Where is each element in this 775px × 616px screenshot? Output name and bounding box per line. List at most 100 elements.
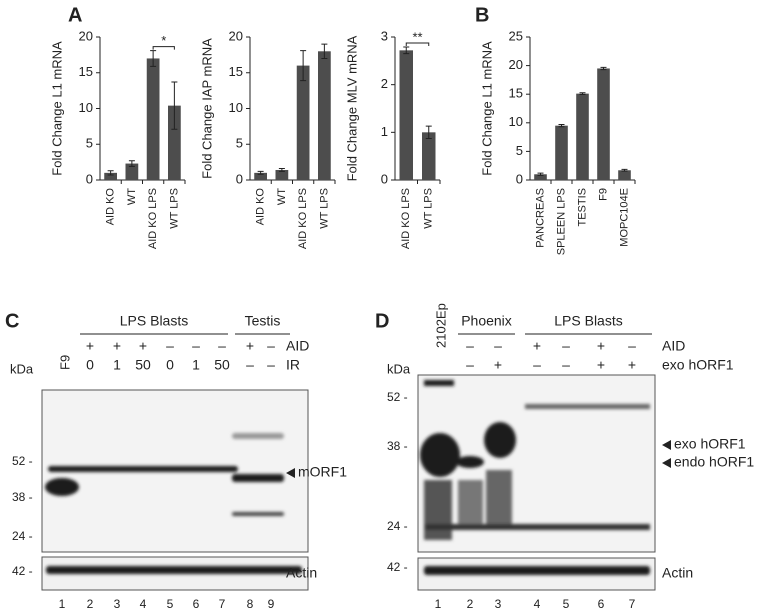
x-tick-label: PANCREAS <box>534 188 546 248</box>
row-cell: 0 <box>86 357 94 373</box>
row-cell: – <box>562 338 570 354</box>
significance-bracket <box>152 46 175 50</box>
lane-number: 1 <box>59 597 66 611</box>
row-cell: – <box>246 357 254 373</box>
error-bar <box>558 124 565 128</box>
error-bar <box>300 50 307 82</box>
x-tick-label: WT <box>126 188 138 205</box>
row-cell: – <box>466 357 474 373</box>
bar <box>534 174 547 180</box>
lane-number: 2 <box>467 597 474 611</box>
marker-label: 38 - <box>12 490 33 504</box>
error-bar <box>537 172 544 176</box>
row-cell: + <box>113 338 121 354</box>
bar <box>254 172 267 180</box>
marker-label: 42 - <box>12 564 33 578</box>
x-tick-label: AID KO <box>255 188 267 226</box>
row-cell: – <box>494 338 502 354</box>
error-bar <box>107 170 114 176</box>
marker-label: 52 - <box>387 390 408 404</box>
error-bar <box>128 160 135 167</box>
y-tick-label: 20 <box>229 28 243 43</box>
error-bar <box>600 66 607 71</box>
y-tick-label: 20 <box>509 57 523 72</box>
y-tick-label: 0 <box>516 171 523 186</box>
row-cell: 1 <box>192 357 200 373</box>
band-arrow <box>286 468 295 478</box>
bar <box>168 105 181 180</box>
marker-label: 24 - <box>12 529 33 543</box>
row-label: AID <box>662 338 685 354</box>
y-tick-label: 10 <box>509 114 523 129</box>
error-bar <box>171 81 178 130</box>
bar <box>146 58 160 181</box>
x-tick-label: MOPC104E <box>618 188 630 247</box>
lane-number: 4 <box>534 597 541 611</box>
panel-label: D <box>375 310 389 332</box>
y-tick-label: 25 <box>509 28 523 43</box>
lane-number: 3 <box>114 597 121 611</box>
row-cell: 0 <box>166 357 174 373</box>
bar <box>618 170 631 180</box>
band-label: mORF1 <box>298 464 347 480</box>
actin-label: Actin <box>286 565 317 581</box>
row-cell: + <box>533 338 541 354</box>
lane-number: 1 <box>435 597 442 611</box>
row-label: AID <box>286 338 309 354</box>
y-tick-label: 15 <box>79 64 93 79</box>
error-bar <box>579 92 586 95</box>
lane-number: 5 <box>167 597 174 611</box>
bar <box>318 51 331 180</box>
lane-number: 4 <box>140 597 147 611</box>
significance-label: * <box>161 33 166 48</box>
group-label: LPS Blasts <box>120 313 188 329</box>
error-bar <box>425 125 432 140</box>
y-axis-label: Fold Change L1 mRNA <box>49 41 64 176</box>
y-axis-label: Fold Change MLV mRNA <box>344 35 359 181</box>
error-bar <box>278 168 285 172</box>
lane-number: 7 <box>629 597 636 611</box>
x-tick-label: AID KO LPS <box>147 188 159 249</box>
row-cell: – <box>533 357 541 373</box>
y-tick-label: 10 <box>79 100 93 115</box>
bar <box>296 65 310 180</box>
row-label: IR <box>286 357 300 373</box>
lane-number: 9 <box>268 597 275 611</box>
group-label: LPS Blasts <box>554 313 622 329</box>
bar <box>555 125 568 180</box>
y-tick-label: 1 <box>381 124 388 139</box>
blot-c-bands <box>45 433 302 574</box>
y-tick-label: 20 <box>79 28 93 43</box>
y-tick-label: 2 <box>381 76 388 91</box>
bar <box>597 68 610 180</box>
marker-label: 42 - <box>387 560 408 574</box>
row-cell: + <box>246 338 254 354</box>
panel-label: A <box>68 4 82 26</box>
row-cell: 1 <box>113 357 121 373</box>
y-tick-label: 15 <box>509 86 523 101</box>
y-tick-label: 5 <box>86 136 93 151</box>
error-bar <box>257 170 264 175</box>
band-arrow <box>662 458 671 468</box>
actin-label: Actin <box>662 565 693 581</box>
kda-label: kDa <box>387 361 411 376</box>
row-cell: – <box>562 357 570 373</box>
y-tick-label: 0 <box>236 171 243 186</box>
y-tick-label: 0 <box>381 171 388 186</box>
x-tick-label: WT LPS <box>318 188 330 229</box>
lane-number: 2 <box>87 597 94 611</box>
row-cell: 50 <box>214 357 230 373</box>
row-label: exo hORF1 <box>662 357 734 373</box>
row-cell: – <box>628 338 636 354</box>
marker-label: 52 - <box>12 454 33 468</box>
lane-number: 5 <box>563 597 570 611</box>
bar <box>576 93 589 180</box>
marker-label: 38 - <box>387 439 408 453</box>
error-bar <box>150 50 157 67</box>
error-bar <box>321 43 328 59</box>
x-tick-label: WT <box>276 188 288 205</box>
row-cell: + <box>597 338 605 354</box>
y-tick-label: 3 <box>381 28 388 43</box>
x-tick-label: AID KO LPS <box>297 188 309 249</box>
y-tick-label: 5 <box>236 136 243 151</box>
